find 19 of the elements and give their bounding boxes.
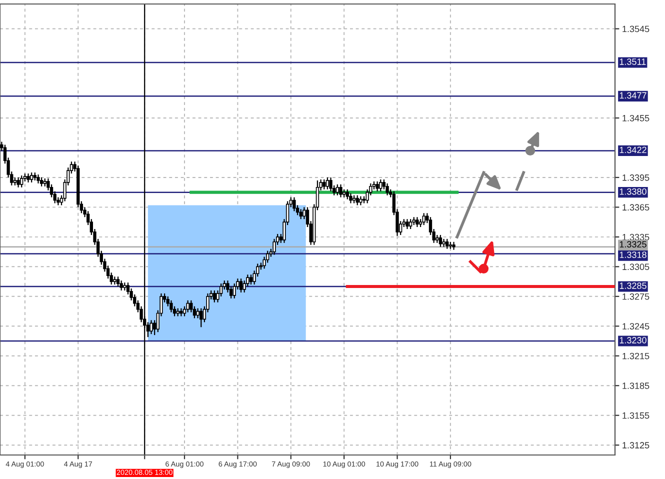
ref-line-label: 1.3511	[620, 58, 646, 65]
y-tick-label: 1.3275	[622, 293, 650, 300]
y-tick-label: 1.3215	[622, 352, 650, 360]
ref-line-label: 1.3422	[620, 146, 646, 154]
ref-line-label: 1.3318	[620, 252, 646, 258]
y-tick-label: 1.3185	[622, 382, 650, 389]
y-tick-label: 1.3305	[622, 264, 650, 270]
y-tick-label: 1.3545	[622, 26, 650, 32]
y-tick-label: 1.3455	[622, 114, 650, 122]
ref-line-label: 1.3285	[620, 282, 646, 289]
y-tick-label: 1.3365	[622, 204, 650, 211]
y-tick-label: 1.3395	[622, 174, 650, 181]
ref-line-label: 1.3477	[620, 92, 646, 99]
y-tick-label: 1.3155	[622, 412, 650, 419]
ref-line-label: 1.3380	[620, 188, 646, 195]
ref-line-label: 1.3325	[620, 241, 646, 248]
y-tick-label: 1.3125	[622, 442, 650, 448]
y-tick-label: 1.3245	[622, 323, 650, 330]
ref-line-label: 1.3230	[620, 337, 646, 344]
